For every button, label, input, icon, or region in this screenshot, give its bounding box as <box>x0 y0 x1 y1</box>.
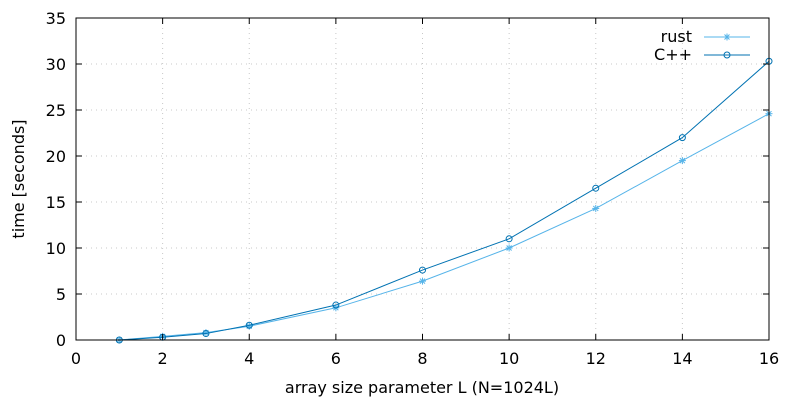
data-point-rust <box>592 204 600 212</box>
x-tick-label: 10 <box>499 349 519 368</box>
y-axis-label: time [seconds] <box>9 119 28 238</box>
series-line-c <box>119 60 770 341</box>
y-tick-label: 35 <box>46 9 66 28</box>
legend-item-c: C++ <box>654 45 750 64</box>
y-tick-label: 25 <box>46 101 66 120</box>
x-tick-label: 16 <box>759 349 779 368</box>
legend-label: C++ <box>654 45 692 64</box>
data-point-c <box>505 235 513 243</box>
data-point-rust <box>505 244 513 252</box>
data-point-c <box>419 266 426 274</box>
x-axis: 0 2 4 6 8 10 12 14 16 <box>71 18 779 368</box>
x-tick-label: 2 <box>158 349 168 368</box>
x-tick-label: 12 <box>586 349 606 368</box>
x-tick-label: 14 <box>672 349 692 368</box>
y-tick-label: 15 <box>46 193 66 212</box>
data-point-c <box>592 184 600 192</box>
data-point-rust <box>678 157 686 165</box>
x-tick-label: 4 <box>244 349 254 368</box>
data-point-c <box>332 301 340 309</box>
legend-item-rust: rust <box>661 27 750 46</box>
y-tick-label: 30 <box>46 55 66 74</box>
y-tick-label: 10 <box>46 239 66 258</box>
y-axis: 0 5 10 15 20 25 30 35 <box>46 9 769 350</box>
data-point-c <box>202 330 210 338</box>
grid <box>76 18 769 340</box>
data-point-c <box>678 134 686 142</box>
y-tick-label: 0 <box>56 331 66 350</box>
legend-swatch-marker <box>723 33 731 41</box>
y-tick-label: 20 <box>46 147 66 166</box>
legend-label: rust <box>661 27 692 46</box>
series-c <box>115 57 773 344</box>
x-axis-label: array size parameter L (N=1024L) <box>285 378 559 397</box>
series-rust <box>115 110 773 344</box>
x-tick-label: 0 <box>71 349 81 368</box>
data-point-rust <box>419 277 426 285</box>
x-tick-label: 8 <box>417 349 427 368</box>
series-layer <box>115 57 773 344</box>
x-tick-label: 6 <box>331 349 341 368</box>
data-point-c <box>245 321 253 329</box>
series-line-rust <box>119 113 770 341</box>
legend-swatch-marker <box>723 51 731 59</box>
y-tick-label: 5 <box>56 285 66 304</box>
